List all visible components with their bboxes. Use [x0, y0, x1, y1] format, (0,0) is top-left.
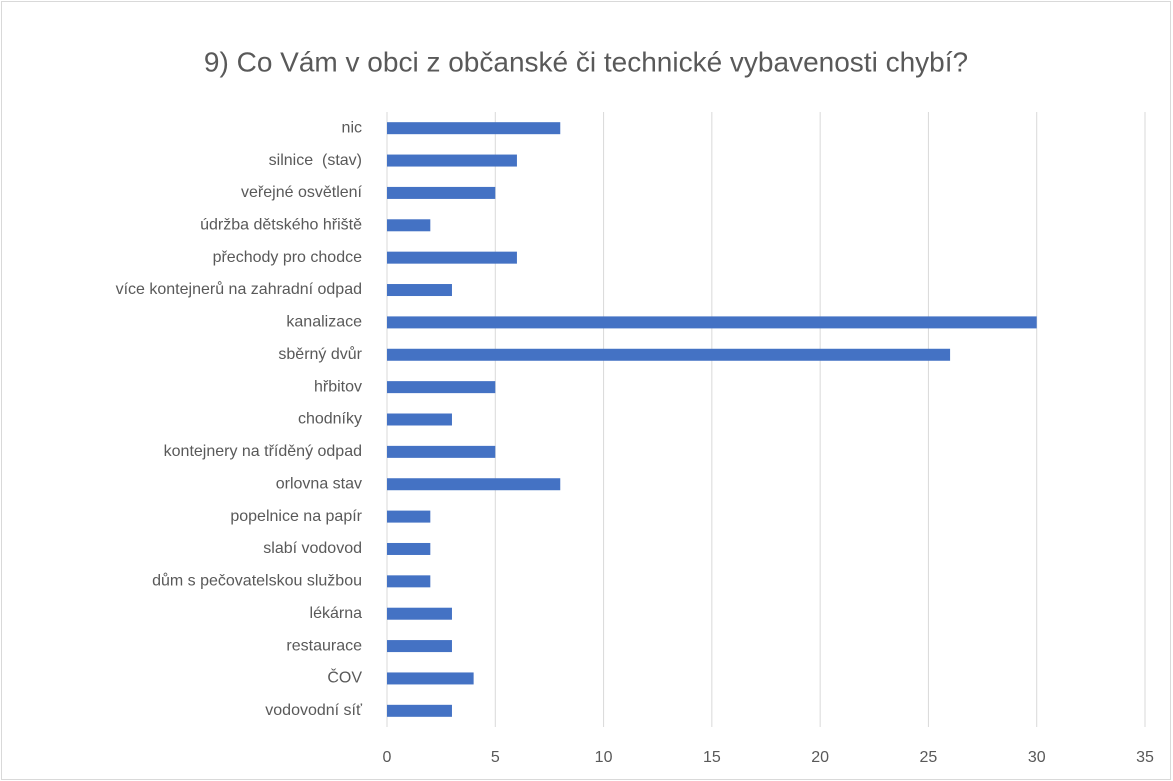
y-tick-label: vodovodní síť	[265, 702, 363, 719]
bar	[387, 284, 452, 297]
y-tick-label: kontejnery na tříděný odpad	[164, 443, 362, 460]
y-tick-label: nic	[342, 119, 362, 136]
bar	[387, 575, 431, 588]
y-tick-label: více kontejnerů na zahradní odpad	[116, 280, 362, 298]
bar	[387, 640, 452, 653]
x-tick-label: 10	[595, 749, 613, 766]
bar	[387, 542, 431, 555]
x-tick-label: 5	[491, 749, 500, 766]
y-tick-label: ČOV	[327, 668, 362, 687]
y-tick-label: kanalizace	[286, 314, 362, 331]
y-tick-label: údržba dětského hřiště	[200, 217, 362, 234]
bar	[387, 413, 452, 426]
bar	[387, 251, 517, 264]
bar	[387, 219, 431, 232]
bar	[387, 704, 452, 717]
y-tick-label: dům s pečovatelskou službou	[152, 572, 362, 590]
y-tick-label: restaurace	[286, 637, 362, 654]
x-tick-label: 15	[703, 749, 721, 766]
y-tick-label: hřbitov	[314, 378, 362, 395]
bar	[387, 672, 474, 685]
y-tick-label: slabí vodovod	[263, 540, 362, 557]
bar	[387, 154, 517, 167]
bar	[387, 510, 431, 523]
y-tick-label: orlovna stav	[276, 475, 362, 492]
bar	[387, 381, 496, 394]
y-tick-label: veřejné osvětlení	[241, 184, 363, 201]
bar	[387, 316, 1037, 329]
bar	[387, 186, 496, 199]
bar	[387, 445, 496, 458]
x-tick-label: 0	[383, 749, 392, 766]
y-tick-label: popelnice na papír	[230, 508, 362, 525]
y-tick-label: lékárna	[310, 605, 363, 622]
x-tick-label: 25	[920, 749, 938, 766]
y-tick-label: přechody pro chodce	[213, 249, 363, 266]
bar	[387, 122, 561, 135]
y-tick-label: silnice (stav)	[269, 152, 362, 169]
x-tick-label: 35	[1136, 749, 1154, 766]
x-tick-label: 30	[1028, 749, 1046, 766]
x-tick-label: 20	[811, 749, 829, 766]
bar	[387, 348, 951, 361]
bar	[387, 607, 452, 620]
y-tick-label: chodníky	[298, 411, 362, 428]
bar	[387, 478, 561, 491]
y-tick-label: sběrný dvůr	[278, 345, 362, 363]
chart-title: 9) Co Vám v obci z občanské či technické…	[204, 46, 968, 77]
